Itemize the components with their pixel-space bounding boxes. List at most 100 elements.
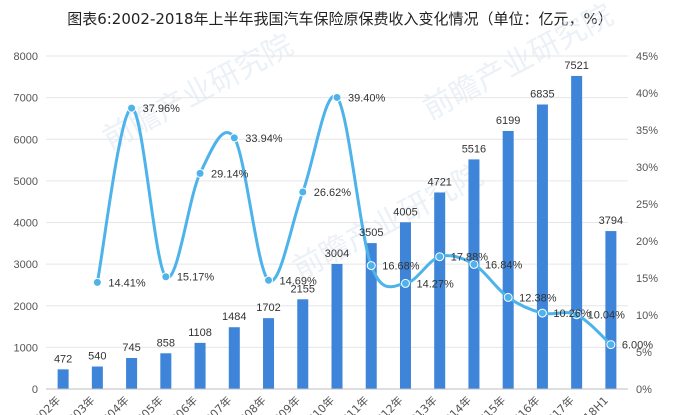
x-tick-label: 2004年 — [94, 393, 131, 415]
bar-value-label: 1108 — [188, 327, 212, 339]
bar — [57, 369, 69, 389]
bar — [536, 104, 548, 389]
line-point — [195, 168, 205, 178]
line-point — [332, 92, 342, 102]
y-left-tick-label: 1000 — [14, 342, 38, 354]
line-value-label: 14.27% — [416, 278, 454, 290]
bar-value-label: 6835 — [530, 88, 554, 100]
x-tick-label: 2008年 — [231, 393, 268, 415]
bar — [399, 222, 411, 389]
bar — [571, 75, 583, 389]
x-tick-label: 2005年 — [128, 393, 165, 415]
line-point — [503, 292, 513, 302]
line-point — [435, 252, 445, 262]
line-value-label: 26.62% — [314, 187, 352, 199]
y-left-tick-label: 8000 — [14, 51, 38, 63]
line-value-label: 10.26% — [553, 308, 591, 320]
line-value-label: 33.94% — [245, 133, 283, 145]
bar-value-label: 4005 — [393, 206, 417, 218]
line-value-label: 12.38% — [519, 292, 557, 304]
line-value-label: 16.68% — [382, 261, 420, 273]
bar-value-label: 745 — [122, 342, 140, 354]
bar-value-label: 540 — [88, 351, 106, 363]
x-tick-label: 2011年 — [334, 393, 371, 415]
line-value-label: 15.17% — [177, 272, 215, 284]
bar — [91, 366, 103, 389]
y-left-tick-label: 7000 — [14, 93, 38, 105]
bar-value-label: 4721 — [427, 176, 451, 188]
bar-value-label: 2155 — [291, 283, 315, 295]
bar — [126, 357, 138, 389]
line-point — [572, 310, 582, 320]
line-value-label: 17.88% — [451, 252, 489, 264]
y-left-tick-label: 4000 — [14, 218, 38, 230]
y-right-tick-label: 0% — [636, 384, 652, 396]
y-right-tick-label: 30% — [636, 162, 658, 174]
line-point — [127, 103, 137, 113]
y-left-tick-label: 6000 — [14, 134, 38, 146]
bar-value-label: 1702 — [256, 302, 280, 314]
line-point — [400, 278, 410, 288]
bar — [434, 192, 446, 389]
x-tick-label: 2003年 — [60, 393, 97, 415]
watermark-text: 前瞻产业研究院 — [417, 0, 619, 127]
y-right-tick-label: 40% — [636, 88, 658, 100]
x-tick-label: 2014年 — [437, 393, 474, 415]
bar-value-label: 5516 — [462, 143, 486, 155]
bar-value-label: 6199 — [496, 115, 520, 127]
y-right-tick-label: 10% — [636, 310, 658, 322]
bar — [297, 299, 309, 389]
bar — [194, 342, 206, 389]
bars-layer — [57, 75, 617, 390]
bar-value-label: 3505 — [359, 227, 383, 239]
bar — [502, 130, 514, 390]
line-point — [92, 277, 102, 287]
y-right-tick-label: 5% — [636, 347, 652, 359]
bar — [605, 231, 617, 389]
line-point — [606, 340, 616, 350]
line-point — [469, 259, 479, 269]
chart-title: 图表6:2002-2018年上半年我国汽车保险原保费收入变化情况（单位：亿元，%… — [67, 10, 613, 28]
x-tick-label: 2010年 — [300, 393, 337, 415]
y-left-tick-label: 0 — [32, 384, 38, 396]
bar-value-label: 3794 — [599, 215, 623, 227]
x-tick-label: 2013年 — [402, 393, 439, 415]
line-value-label: 14.41% — [108, 277, 146, 289]
line-value-label: 29.14% — [211, 168, 249, 180]
bar — [228, 327, 240, 389]
line-point — [366, 261, 376, 271]
bar — [468, 159, 480, 389]
bar-value-label: 3004 — [325, 248, 349, 260]
x-tick-label: 2006年 — [163, 393, 200, 415]
y-left-tick-label: 2000 — [14, 301, 38, 313]
line-point — [264, 275, 274, 285]
bar-value-label: 472 — [54, 353, 72, 365]
bar-value-label: 858 — [157, 337, 175, 349]
line-value-label: 6.00% — [622, 340, 653, 352]
line-point — [537, 308, 547, 318]
bar — [331, 263, 343, 389]
line-point — [229, 133, 239, 143]
line-point — [161, 272, 171, 282]
line-point — [298, 187, 308, 197]
bar — [263, 318, 275, 389]
y-left-tick-label: 3000 — [14, 259, 38, 271]
line-value-label: 14.69% — [280, 275, 318, 287]
y-right-tick-label: 20% — [636, 236, 658, 248]
x-tick-label: 2016年 — [505, 393, 542, 415]
y-left-tick-label: 5000 — [14, 176, 38, 188]
y-right-tick-label: 35% — [636, 125, 658, 137]
line-value-label: 10.04% — [588, 310, 626, 322]
line-value-label: 16.84% — [485, 259, 523, 271]
labels-layer: 472 540 745 858 1108 1484 1702 2155 3004 3505 4005… — [54, 60, 653, 365]
line-value-label: 39.40% — [348, 92, 386, 104]
y-right-tick-label: 15% — [636, 273, 658, 285]
bar-value-label: 7521 — [564, 60, 588, 72]
y-right-tick-label: 45% — [636, 51, 658, 63]
bar — [160, 353, 172, 389]
y-right-tick-label: 25% — [636, 199, 658, 211]
x-tick-label: 2018H1 — [571, 394, 611, 415]
x-tick-label: 2012年 — [368, 393, 405, 415]
x-tick-label: 2017年 — [539, 393, 576, 415]
